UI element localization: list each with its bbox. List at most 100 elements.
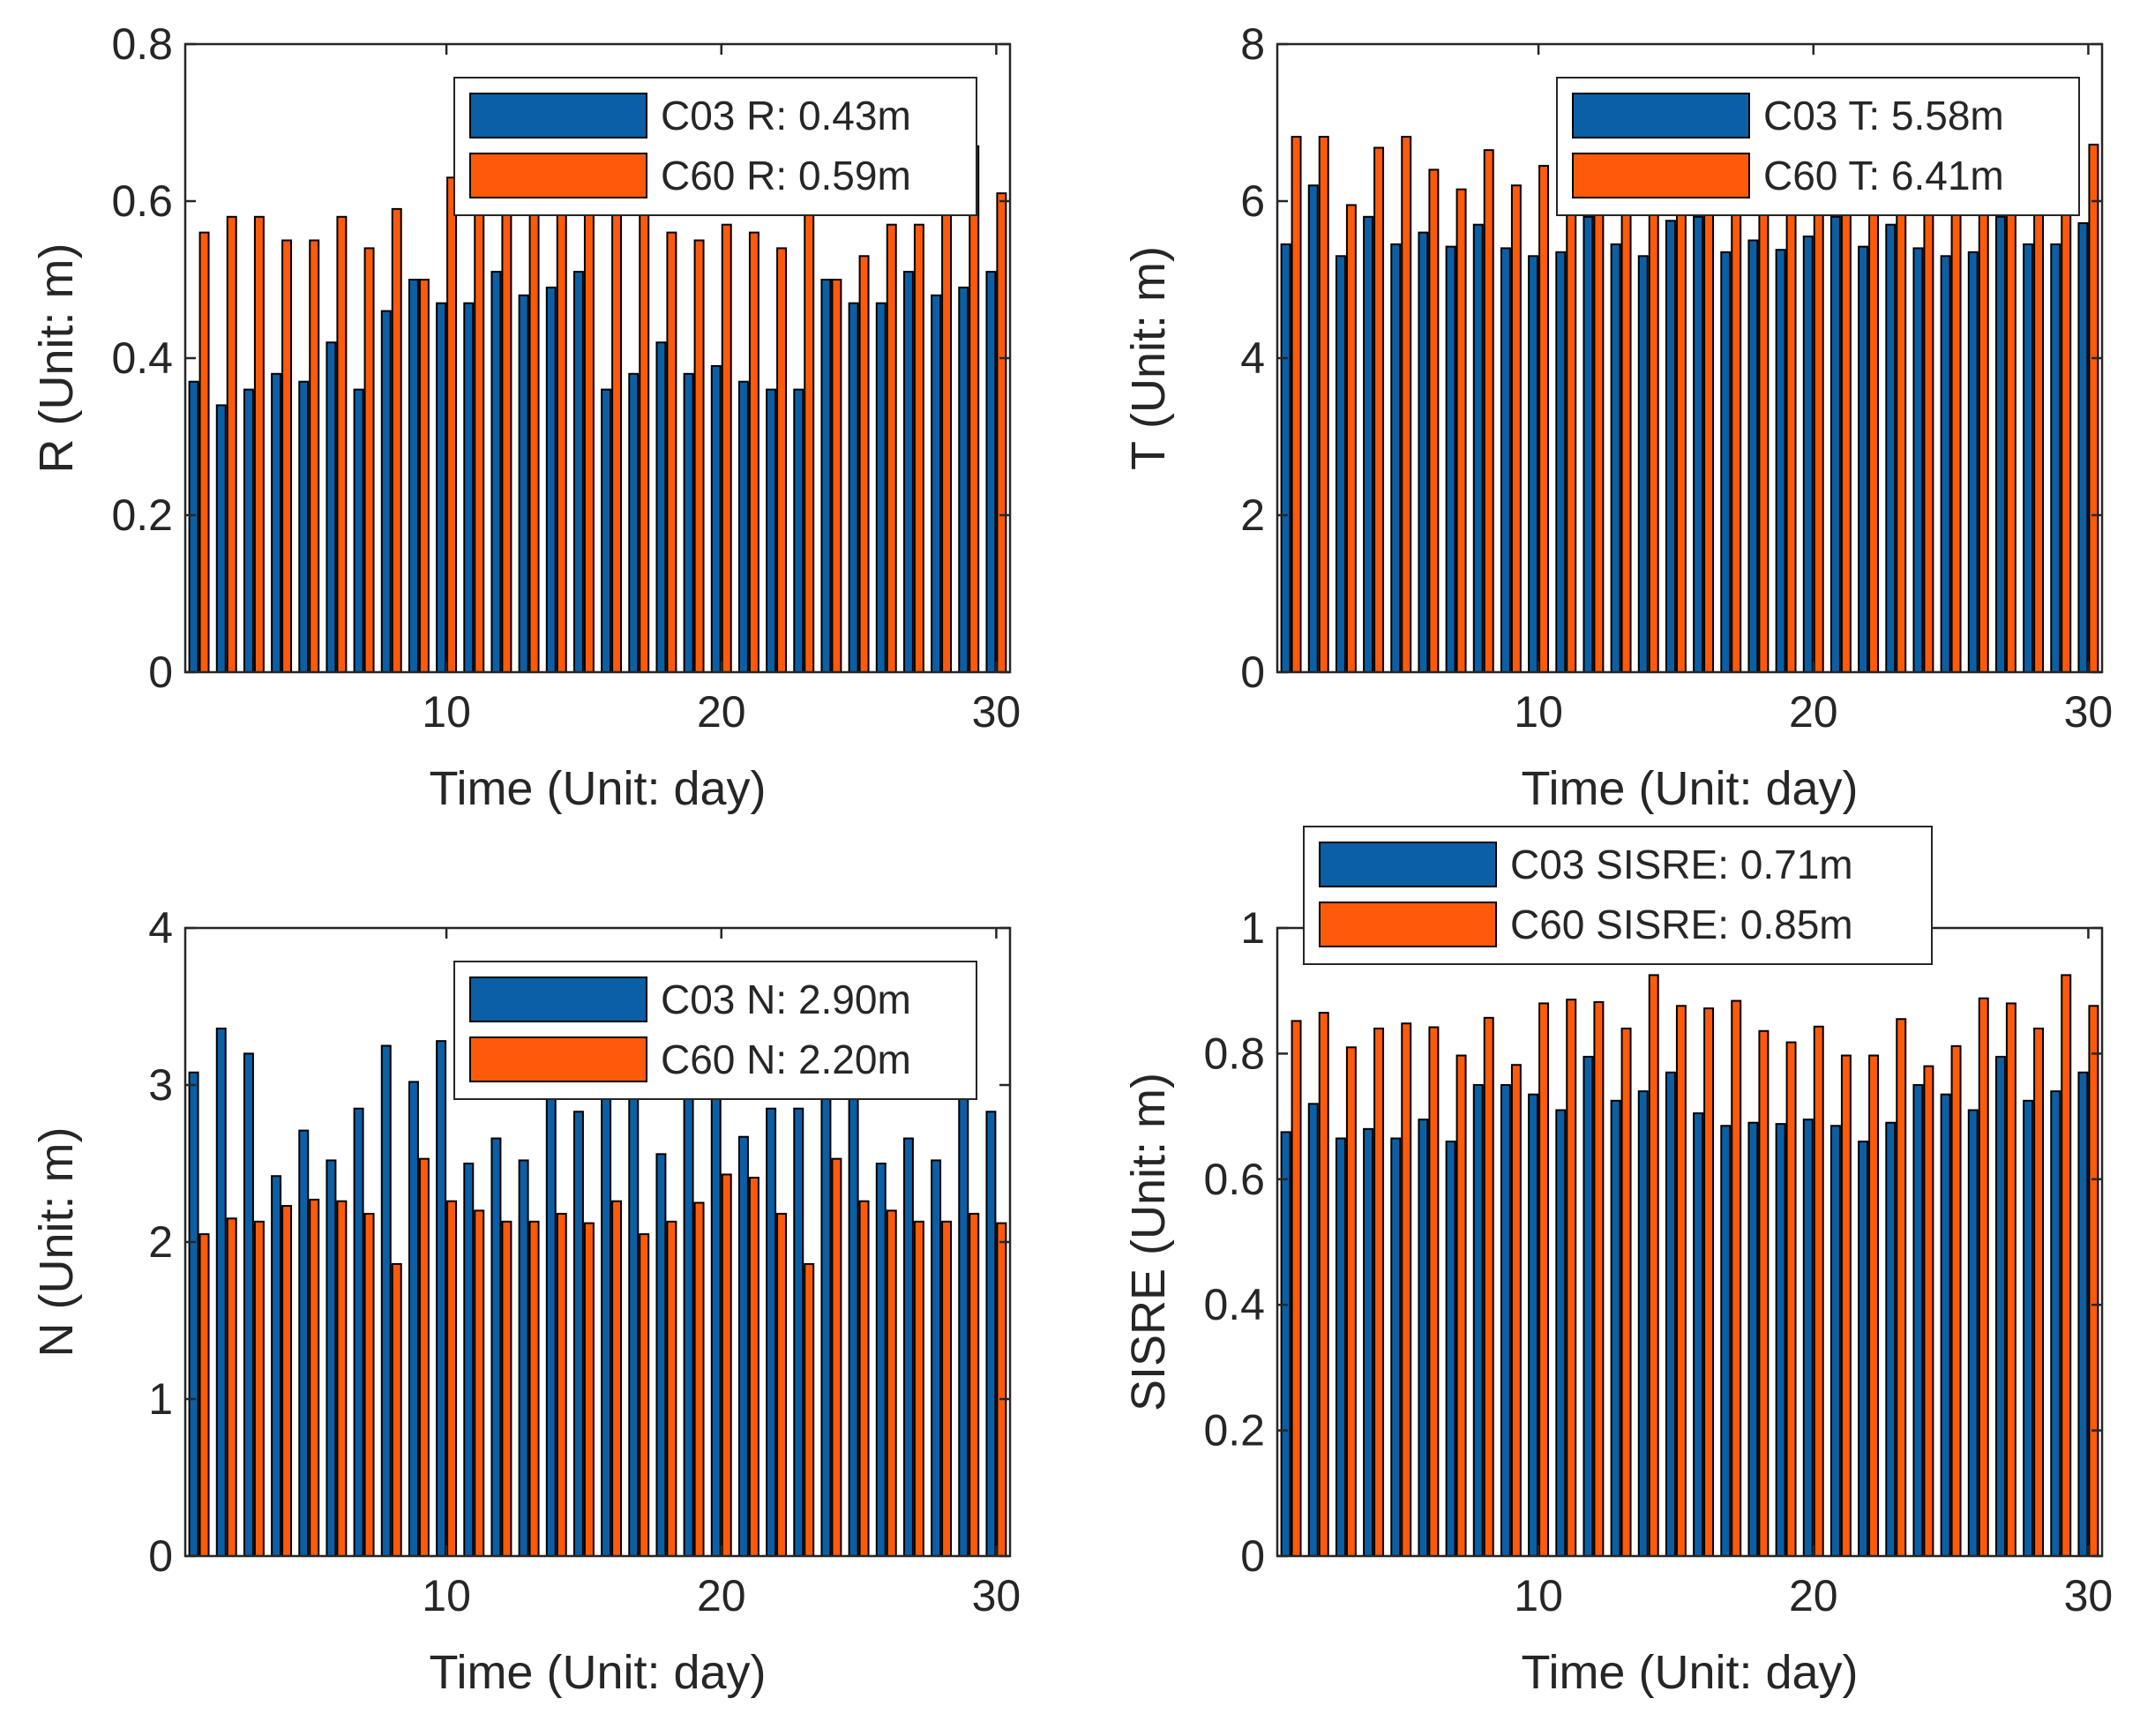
bar (198, 1233, 210, 1557)
y-tick-label: 0.8 (1203, 1029, 1265, 1078)
bar (2023, 243, 2034, 673)
bar (1994, 215, 2006, 674)
x-tick-label: 30 (2064, 1571, 2114, 1620)
bar (309, 239, 320, 673)
bar (1950, 184, 1962, 673)
bar (1291, 136, 1302, 673)
bar (188, 1071, 199, 1557)
panel-sisre: 0 0.2 0.4 0.6 0.8 1 10 20 30 Time (Unit: day) SISR… (1122, 826, 2114, 1699)
bar (271, 1175, 282, 1557)
bar (336, 1200, 348, 1557)
bar (226, 1217, 237, 1558)
y-tick-label: 0.6 (1203, 1155, 1265, 1204)
bar (1731, 157, 1742, 674)
bar (1472, 1084, 1484, 1557)
bar (820, 279, 832, 673)
x-tick-label: 20 (697, 1571, 746, 1620)
bar (1637, 255, 1649, 673)
bar (1775, 1123, 1786, 1557)
bar (1318, 136, 1329, 673)
bar (875, 302, 887, 673)
bar (1675, 161, 1687, 673)
y-tick-label: 0.2 (111, 490, 173, 540)
bar (1373, 1027, 1385, 1558)
bar (253, 1220, 265, 1557)
bar (518, 1159, 529, 1557)
bar (969, 145, 980, 673)
bar (1500, 247, 1511, 673)
bar (1318, 1012, 1329, 1557)
bar (1373, 146, 1385, 674)
bar (380, 310, 392, 673)
y-tick-label: 0 (148, 1531, 173, 1581)
bar (1720, 1125, 1732, 1558)
bar (1472, 223, 1484, 673)
y-tick-label: 1 (1240, 903, 1265, 953)
bar (1280, 1131, 1291, 1558)
bar (1720, 251, 1732, 673)
legend-swatch (1572, 153, 1750, 198)
bar (298, 380, 310, 673)
bar (1813, 1025, 1824, 1557)
bar (528, 1220, 540, 1557)
bar (1912, 247, 1924, 673)
y-tick-label: 0 (1240, 647, 1265, 697)
bar (2061, 974, 2072, 1557)
bar (226, 215, 237, 674)
bar (721, 1173, 732, 1557)
bar (2050, 1090, 2061, 1557)
bar (601, 388, 612, 673)
bar (545, 286, 557, 673)
bar (215, 404, 227, 673)
bar (1445, 245, 1456, 673)
bar (655, 1153, 667, 1557)
x-axis-label: Time (Unit: day) (1521, 1646, 1858, 1699)
x-axis-label: Time (Unit: day) (429, 762, 766, 815)
bar (583, 1222, 595, 1557)
bar (1747, 239, 1759, 673)
bar (490, 271, 502, 673)
bar (281, 239, 293, 673)
bar (490, 1137, 502, 1558)
y-axis-label: N (Unit: m) (30, 1127, 83, 1358)
bar (886, 223, 897, 673)
bar (1785, 157, 1797, 674)
bar (572, 1111, 584, 1557)
bar (1648, 184, 1659, 673)
bar (391, 1262, 402, 1558)
bar (215, 1027, 227, 1558)
bar (1555, 251, 1567, 673)
bar (2088, 1005, 2099, 1558)
bar (572, 271, 584, 673)
bar (611, 184, 623, 673)
bar (941, 168, 953, 673)
bar (683, 1084, 694, 1557)
bar (766, 1107, 777, 1557)
bar (969, 1212, 980, 1557)
legend-entry: C60 SISRE: 0.85m (1510, 902, 1853, 947)
bar (776, 1212, 788, 1557)
bar (1923, 1065, 1934, 1557)
bar (1802, 236, 1814, 673)
bar (848, 302, 859, 673)
y-axis-label: T (Unit: m) (1122, 246, 1175, 470)
x-tick-label: 10 (422, 687, 471, 737)
bar (556, 184, 567, 673)
y-tick-label: 4 (148, 903, 173, 953)
bar (1528, 1093, 1539, 1558)
bar (655, 341, 667, 673)
bar (1896, 1018, 1907, 1557)
bar (666, 231, 677, 673)
x-tick-label: 30 (2064, 687, 2114, 737)
y-tick-label: 0 (148, 647, 173, 697)
bar (1620, 1027, 1632, 1558)
bar (271, 372, 282, 673)
bar (1307, 184, 1319, 673)
bar (748, 1177, 759, 1558)
bar (628, 1036, 640, 1557)
bar (1978, 997, 1989, 1557)
bar (408, 1081, 419, 1557)
y-tick-label: 1 (148, 1374, 173, 1424)
bar (1566, 153, 1577, 674)
bar (931, 1159, 942, 1557)
